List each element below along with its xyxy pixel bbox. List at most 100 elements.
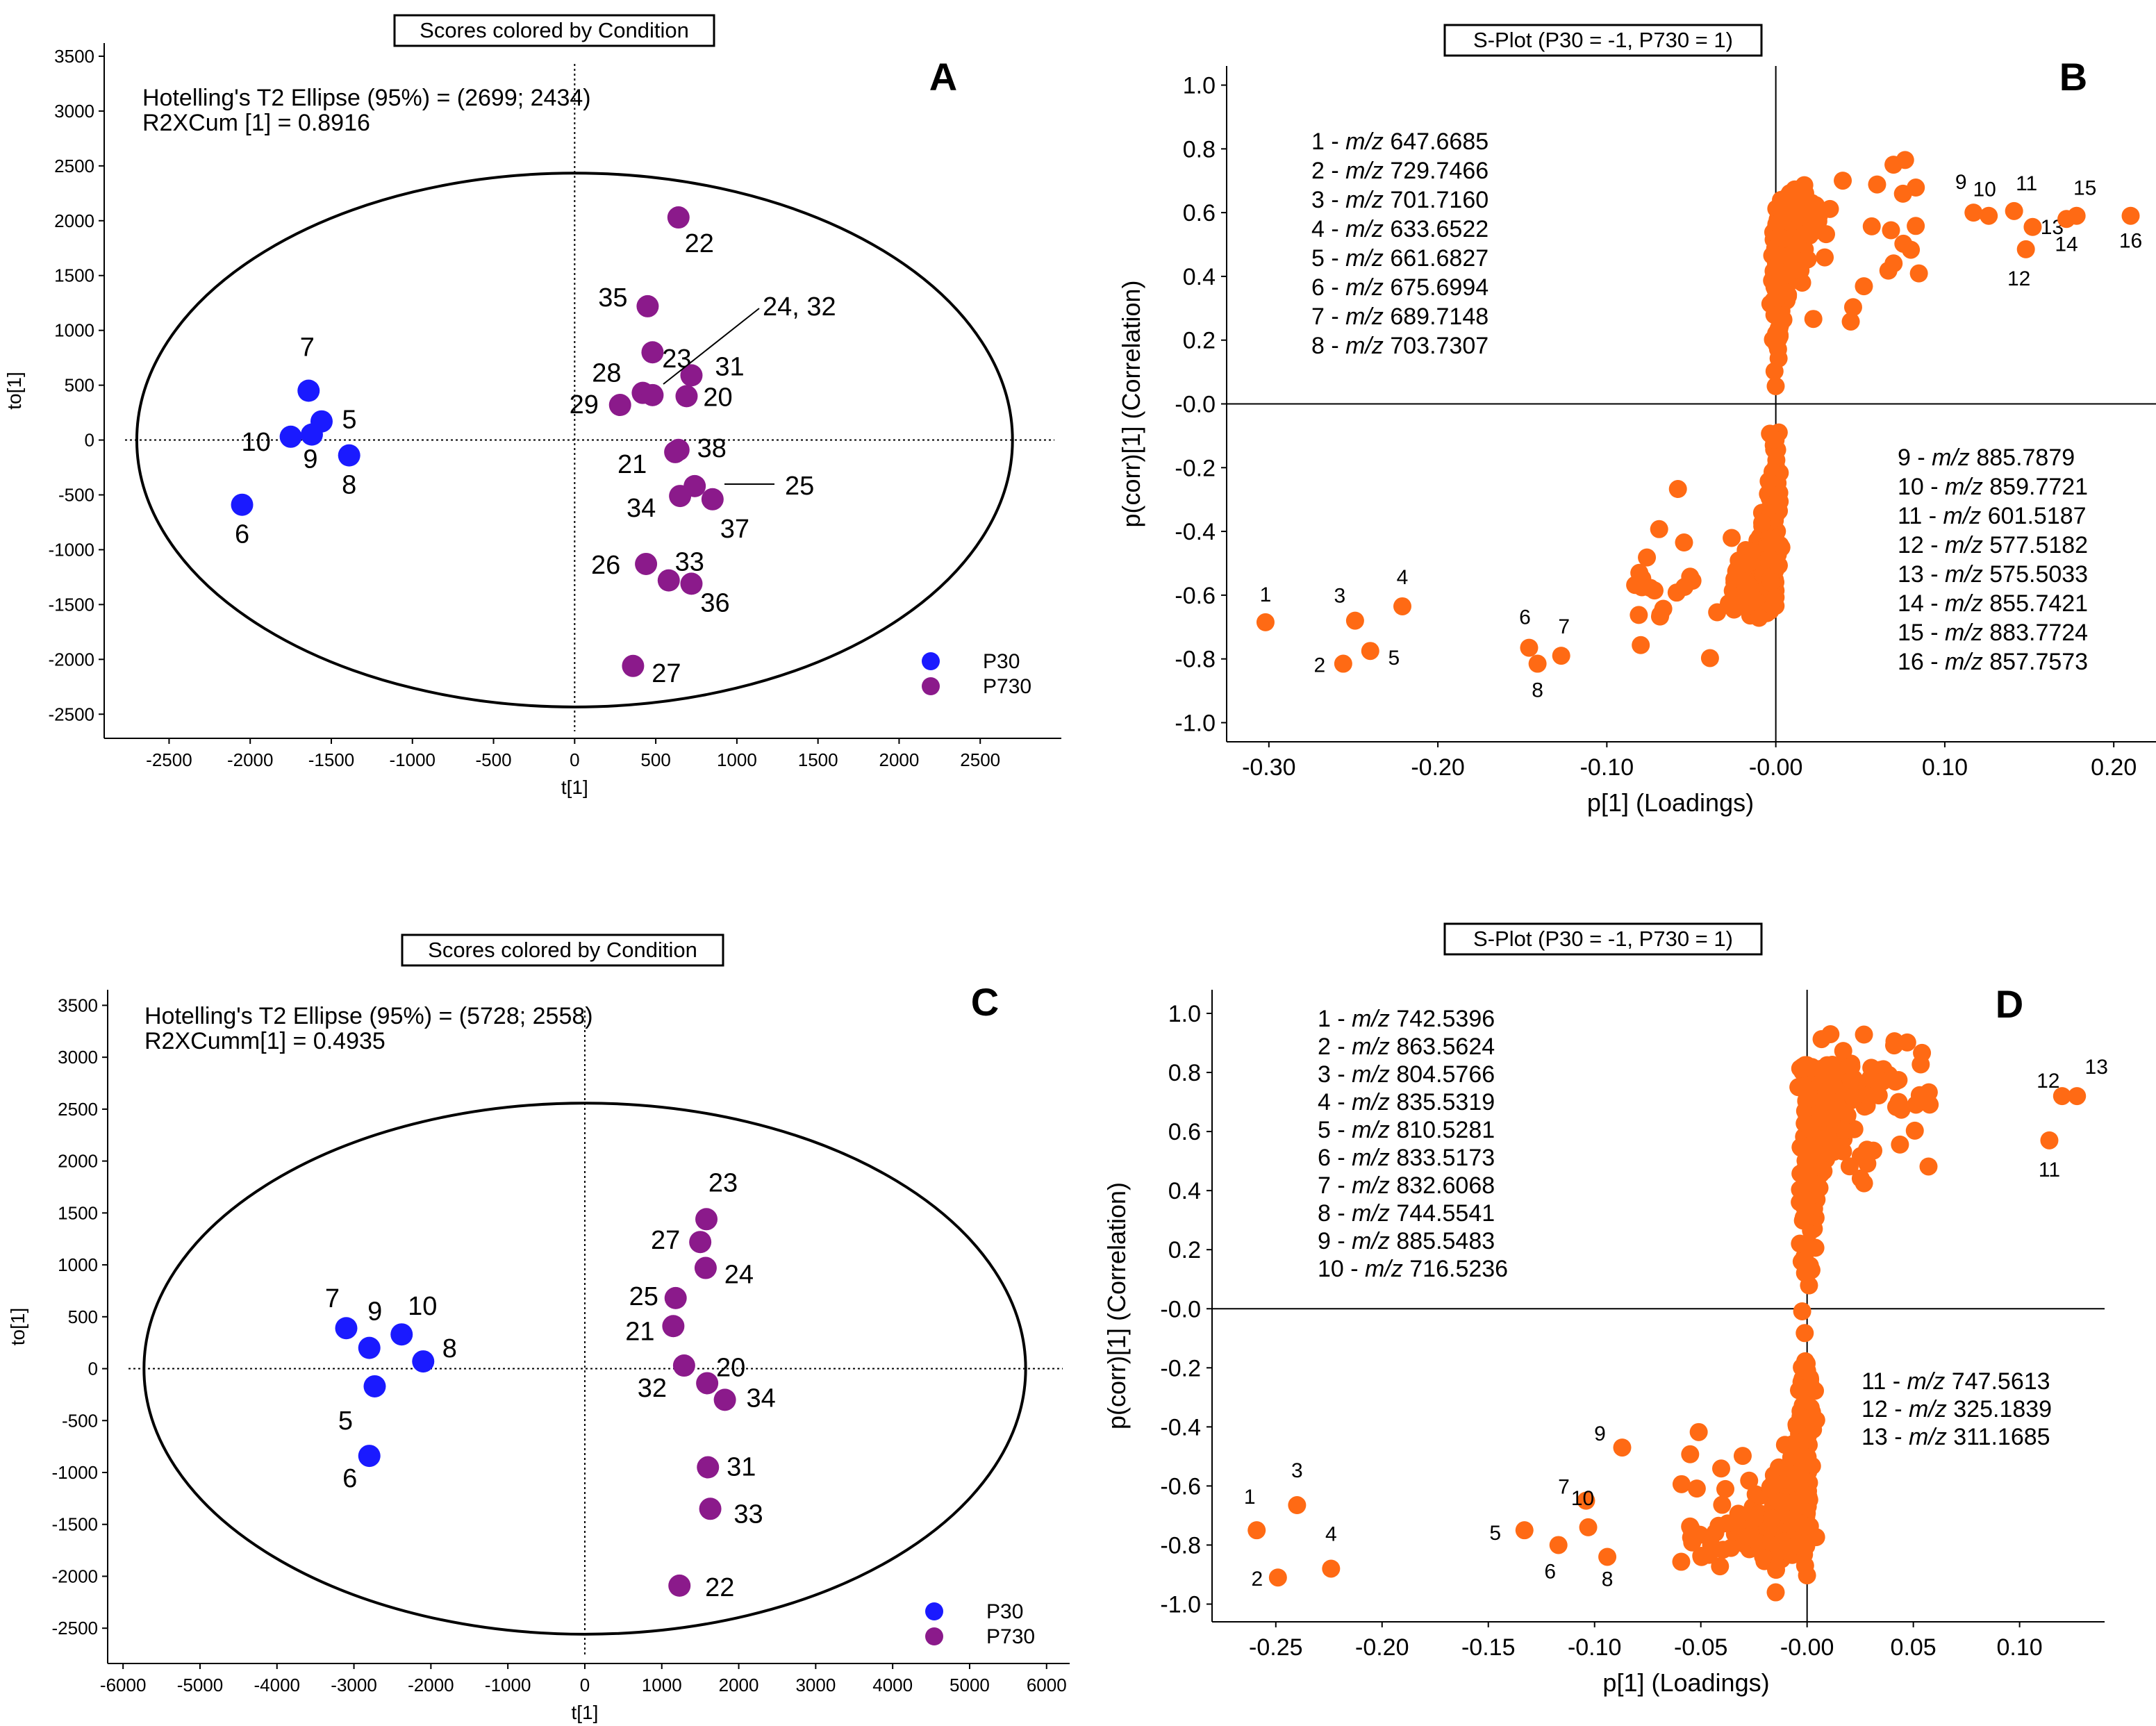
point-label: 6: [235, 520, 249, 549]
labeled-loading-point: [1980, 206, 1998, 225]
loading-point: [1791, 1462, 1809, 1481]
panel-letter: D: [1996, 982, 2023, 1026]
labeled-loading-point: [2040, 1131, 2059, 1150]
loading-point: [1768, 306, 1787, 324]
score-point-P730: [664, 440, 687, 463]
x-tick-label: 0.20: [2091, 754, 2137, 781]
loading-cloud: [1626, 151, 1928, 667]
x-tick-label: 0.05: [1891, 1634, 1937, 1661]
legend-marker: [922, 677, 940, 695]
y-tick-label: 2500: [58, 1099, 98, 1120]
mz-list-right-item: 16 - m/z 857.7573: [1898, 649, 2088, 675]
loading-point: [1766, 588, 1785, 606]
loading-point: [1788, 235, 1807, 254]
score-point-P30: [358, 1445, 381, 1468]
point-label: 37: [720, 515, 749, 544]
y-tick-label: -1000: [52, 1462, 99, 1483]
point-label: 25: [629, 1282, 658, 1311]
y-tick-label: -0.8: [1160, 1532, 1201, 1559]
score-point-P730: [713, 1388, 736, 1411]
point-label: 28: [592, 359, 621, 388]
loading-point: [1884, 156, 1903, 174]
score-point-P30: [338, 444, 360, 467]
score-point-P30: [358, 1336, 381, 1359]
legend-marker: [925, 1627, 943, 1645]
x-tick-label: -2500: [146, 749, 192, 770]
score-point-P730: [669, 485, 692, 508]
x-tick-label: 0: [580, 1675, 590, 1695]
x-tick-label: 0: [570, 749, 579, 770]
loading-point: [1858, 1086, 1877, 1105]
loading-point: [1641, 579, 1660, 597]
point-label: 11: [2039, 1159, 2060, 1181]
point-label: 3: [1291, 1459, 1303, 1482]
point-label: 2: [1252, 1568, 1263, 1591]
labeled-loading-point: [1334, 654, 1352, 673]
mz-list-left-item: 1 - m/z 742.5396: [1318, 1006, 1495, 1032]
point-label: 22: [685, 229, 714, 258]
y-tick-label: 0: [85, 430, 94, 451]
x-tick-label: 2000: [719, 1675, 759, 1695]
point-label: 33: [733, 1500, 763, 1529]
y-tick-label: 1000: [54, 320, 94, 341]
y-tick-label: 0: [88, 1359, 98, 1379]
y-tick-label: 3500: [54, 46, 94, 67]
mz-list-right-item: 13 - m/z 575.5033: [1898, 561, 2088, 588]
point-label: 10: [241, 428, 270, 457]
point-label: 32: [638, 1374, 667, 1403]
x-tick-label: 4000: [872, 1675, 913, 1695]
x-tick-label: 1000: [717, 749, 757, 770]
loading-point: [1889, 1093, 1908, 1111]
loading-point: [1921, 1095, 1939, 1114]
loading-point: [1759, 472, 1778, 490]
loading-point: [1766, 1475, 1785, 1493]
x-tick-label: -0.00: [1780, 1634, 1834, 1661]
loading-point: [1857, 1140, 1876, 1159]
panel-B: S-Plot (P30 = -1, P730 = 1) B -0.30 -0.20 -0…: [1117, 24, 2156, 817]
panel-letter: A: [929, 55, 957, 99]
y-tick-label: 3500: [58, 995, 98, 1015]
loading-point: [1713, 1495, 1732, 1514]
point-label: 3: [1334, 585, 1346, 608]
y-tick-label: -1.0: [1175, 710, 1216, 736]
loading-point: [1811, 1146, 1830, 1165]
chart-title: S-Plot (P30 = -1, P730 = 1): [1473, 28, 1733, 52]
loading-point: [1796, 1263, 1814, 1282]
score-point-P30: [335, 1317, 358, 1340]
y-tick-label: -0.6: [1175, 583, 1216, 609]
mz-list-left-item: 7 - m/z 832.6068: [1318, 1172, 1495, 1199]
loading-point: [1793, 1446, 1812, 1465]
loading-point: [1734, 554, 1752, 573]
loading-point: [1799, 1238, 1818, 1257]
x-tick-label: 6000: [1027, 1675, 1067, 1695]
loading-point: [1902, 240, 1921, 259]
labeled-loading-point: [1964, 204, 1983, 222]
loading-point: [1672, 1475, 1691, 1493]
chart-title-box: [393, 14, 715, 47]
y-tick-label: 1000: [58, 1254, 98, 1275]
x-tick-label: -1000: [485, 1675, 531, 1695]
loading-point: [1907, 217, 1925, 235]
labeled-loading-point: [1577, 1491, 1595, 1510]
loading-point: [1868, 175, 1886, 194]
annotation-line: R2XCum [1] = 0.8916: [142, 110, 370, 136]
loading-point: [1692, 1547, 1711, 1566]
loading-point: [1735, 588, 1754, 606]
loading-point: [1791, 1059, 1809, 1078]
point-label: 5: [1489, 1522, 1501, 1545]
score-point-P730: [641, 341, 664, 364]
point-label: 16: [2119, 230, 2142, 253]
x-tick-label: -2000: [227, 749, 274, 770]
loading-point: [1723, 529, 1741, 547]
loading-point: [1841, 312, 1860, 331]
hotelling-ellipse: [142, 1102, 1027, 1636]
x-tick-label: 3000: [795, 1675, 836, 1695]
score-point-P730: [641, 383, 664, 406]
x-axis-label: t[1]: [571, 1702, 598, 1723]
point-label: 10: [1571, 1487, 1594, 1510]
loading-point: [1650, 520, 1668, 538]
loading-point: [1776, 1493, 1795, 1511]
x-tick-label: -0.10: [1568, 1634, 1622, 1661]
loading-point: [1827, 1101, 1846, 1120]
y-tick-label: 0.4: [1168, 1178, 1201, 1204]
